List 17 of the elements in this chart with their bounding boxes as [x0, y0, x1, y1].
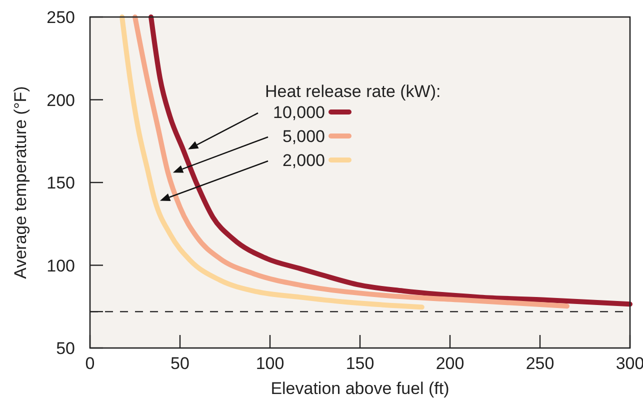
y-tick-label: 250 [46, 8, 75, 27]
x-axis-title: Elevation above fuel (ft) [270, 379, 450, 398]
legend-label: 5,000 [282, 127, 325, 146]
x-tick-label: 100 [256, 354, 284, 373]
y-tick-label: 100 [46, 256, 75, 276]
y-axis-title: Average temperature (°F) [11, 86, 30, 279]
x-tick-label: 150 [346, 354, 374, 373]
y-tick-label: 200 [46, 90, 75, 110]
y-tick-label: 150 [46, 174, 75, 192]
x-tick-label: 50 [170, 354, 190, 373]
legend-label: 2,000 [282, 151, 325, 170]
legend-label: 10,000 [273, 103, 325, 122]
x-tick-label: 0 [85, 354, 95, 373]
x-tick-label: 200 [436, 354, 464, 373]
legend-title: Heat release rate (kW): [265, 82, 441, 101]
x-tick-label: 250 [526, 354, 554, 373]
y-tick-label: 50 [56, 339, 75, 358]
